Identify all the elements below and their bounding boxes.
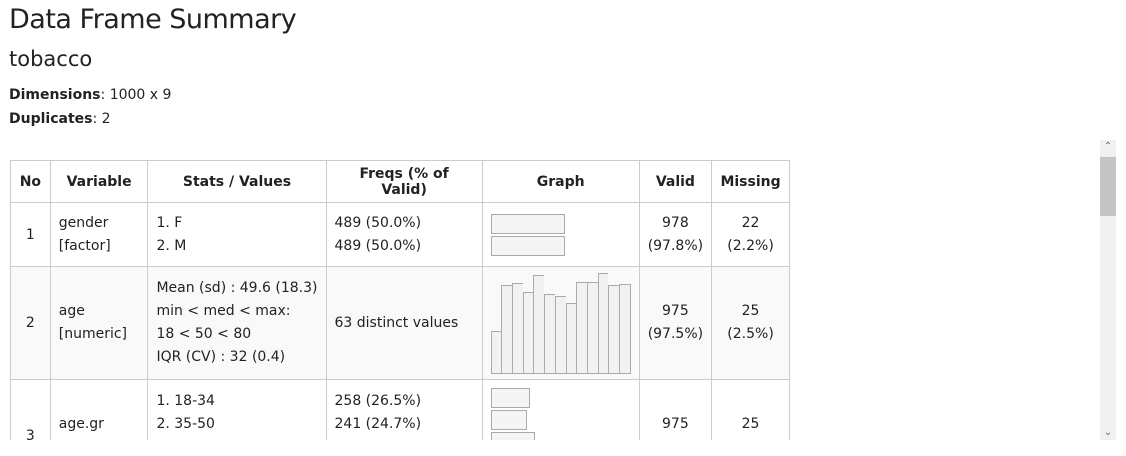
variable-cell: age [numeric]	[49, 266, 149, 380]
histogram-bar	[544, 293, 555, 374]
scroll-down-icon[interactable]: ⌄	[1103, 427, 1113, 438]
summary-table-viewport: No Variable Stats / Values Freqs (% of V…	[10, 160, 790, 440]
missing-cell: 25	[711, 379, 790, 440]
scroll-up-icon[interactable]: ⌃	[1103, 141, 1113, 152]
histogram-bar	[565, 302, 577, 374]
dimensions: Dimensions: 1000 x 9	[9, 87, 172, 103]
table-row: 1 gender [factor] 1. F 2. M 489 (50.0%) 489…	[10, 202, 790, 267]
col-graph: Graph	[481, 160, 640, 203]
histogram-bar	[533, 274, 545, 374]
histogram-bar	[597, 272, 609, 374]
row-no: 1	[10, 202, 51, 267]
missing-cell: 22 (2.2%)	[711, 202, 790, 267]
graph-cell	[481, 266, 640, 380]
stats-cell: 1. 18-34 2. 35-50	[147, 379, 327, 440]
dataset-name: tobacco	[9, 47, 93, 71]
variable-cell: age.gr	[49, 379, 149, 440]
table-row: 3 age.gr 1. 18-34 2. 35-50 258 (26.5%) 241…	[10, 379, 790, 440]
col-valid: Valid	[638, 160, 713, 203]
scrollbar-thumb[interactable]	[1100, 157, 1116, 216]
histogram-bar	[618, 283, 631, 374]
freq-bar	[490, 235, 565, 256]
summary-table: No Variable Stats / Values Freqs (% of V…	[10, 160, 790, 440]
stats-cell: 1. F 2. M	[147, 202, 327, 267]
missing-cell: 25 (2.5%)	[711, 266, 790, 380]
graph-cell	[481, 379, 640, 440]
valid-cell: 975 (97.5%)	[638, 266, 713, 380]
freq-bar	[490, 388, 530, 408]
histogram-bar	[512, 282, 523, 374]
table-row: 2 age [numeric] Mean (sd) : 49.6 (18.3) mi…	[10, 266, 790, 380]
col-missing: Missing	[711, 160, 790, 203]
age-histogram	[490, 272, 631, 374]
freqs-cell: 489 (50.0%) 489 (50.0%)	[325, 202, 483, 267]
col-freqs: Freqs (% of Valid)	[325, 160, 483, 203]
freq-bar	[490, 432, 536, 440]
histogram-bar	[501, 284, 513, 374]
histogram-bar	[576, 281, 587, 374]
graph-cell	[481, 202, 640, 267]
stats-cell: Mean (sd) : 49.6 (18.3) min < med < max: 1…	[147, 266, 327, 380]
variable-cell: gender [factor]	[49, 202, 149, 267]
row-no: 3	[10, 379, 51, 440]
freq-bar	[490, 213, 565, 234]
freq-bar	[490, 410, 528, 430]
row-no: 2	[10, 266, 51, 380]
valid-cell: 975	[638, 379, 713, 440]
vertical-scrollbar[interactable]: ⌃ ⌄	[1100, 140, 1116, 440]
histogram-bar	[608, 284, 619, 374]
duplicates: Duplicates: 2	[9, 111, 111, 127]
col-variable: Variable	[49, 160, 149, 203]
histogram-bar	[554, 295, 566, 374]
histogram-bar	[490, 330, 502, 374]
page-title: Data Frame Summary	[9, 4, 297, 35]
histogram-bar	[586, 281, 598, 374]
col-no: No	[10, 160, 51, 203]
freqs-cell: 258 (26.5%) 241 (24.7%)	[325, 379, 483, 440]
histogram-bar	[522, 291, 534, 374]
valid-cell: 978 (97.8%)	[638, 202, 713, 267]
freqs-cell: 63 distinct values	[325, 266, 483, 380]
col-stats: Stats / Values	[147, 160, 327, 203]
